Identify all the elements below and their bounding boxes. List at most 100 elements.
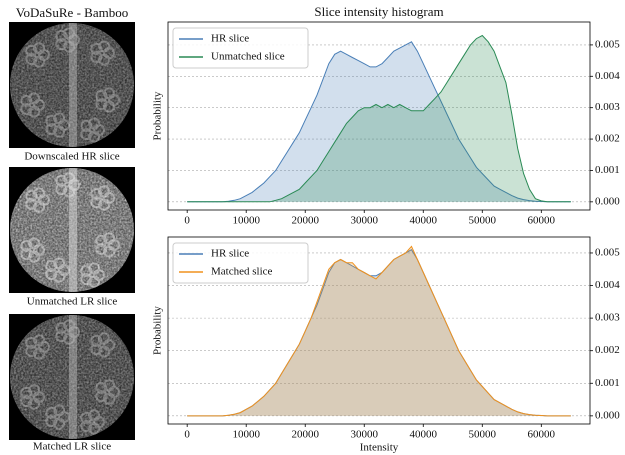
- image-texture: [20, 319, 120, 435]
- x-axis-label: Intensity: [360, 442, 399, 454]
- x-tick-label: 30000: [350, 215, 378, 227]
- texture-blob: [20, 239, 33, 252]
- texture-blob: [25, 345, 38, 358]
- texture-blob: [103, 245, 116, 258]
- texture-blob: [38, 194, 50, 206]
- line: [187, 41, 571, 203]
- texture-blob: [45, 415, 58, 428]
- y-tick-label: 0.005: [595, 246, 620, 258]
- y-tick-label: 0.004: [595, 70, 620, 82]
- y-tick-label: 0.000: [595, 195, 620, 207]
- texture-blob: [45, 406, 58, 419]
- texture-blob: [55, 183, 68, 196]
- y-axis-label: Probability: [152, 306, 164, 355]
- texture-blob: [45, 259, 58, 272]
- area-fill: [187, 249, 571, 416]
- legend-label: Unmatched slice: [211, 51, 285, 63]
- x-tick-label: 0: [184, 429, 190, 441]
- legend-label: HR slice: [211, 248, 249, 260]
- texture-blob: [98, 332, 111, 345]
- image-caption: Matched LR slice: [33, 441, 111, 453]
- texture-blob: [33, 187, 46, 200]
- y-tick-label: 0.003: [595, 101, 620, 113]
- texture-blob: [88, 409, 101, 422]
- texture-blob: [80, 420, 93, 433]
- texture-blob: [45, 268, 58, 281]
- texture-blob: [103, 100, 116, 113]
- texture-blob: [28, 384, 41, 397]
- texture-blob: [63, 185, 76, 198]
- texture-blob: [80, 119, 93, 132]
- texture-blob: [90, 187, 103, 200]
- texture-blob: [53, 112, 66, 125]
- texture-blob: [63, 332, 76, 345]
- texture-blob: [55, 38, 68, 51]
- y-tick-label: 0.002: [595, 344, 620, 356]
- texture-blob: [28, 237, 41, 250]
- texture-blob: [45, 123, 58, 136]
- slice-image: [9, 22, 135, 148]
- texture-blob: [58, 264, 70, 276]
- texture-blob: [90, 42, 103, 55]
- texture-blob: [63, 172, 76, 185]
- texture-blob: [90, 196, 103, 209]
- texture-blob: [95, 89, 108, 102]
- x-tick-label: 20000: [291, 215, 319, 227]
- texture-blob: [33, 334, 46, 347]
- texture-blob: [90, 51, 103, 64]
- texture-blob: [33, 347, 46, 360]
- legend-box: [172, 27, 309, 69]
- x-tick-label: 30000: [350, 429, 378, 441]
- texture-blob: [108, 239, 120, 251]
- texture-blob: [20, 94, 33, 107]
- y-tick-label: 0.003: [595, 312, 620, 324]
- texture-blob: [108, 94, 120, 106]
- texture-blob: [63, 40, 76, 53]
- y-tick-label: 0.004: [595, 279, 620, 291]
- texture-blob: [53, 125, 66, 138]
- texture-blob: [68, 326, 80, 338]
- image-caption: Unmatched LR slice: [27, 296, 118, 308]
- texture-blob: [95, 234, 108, 247]
- texture-blob: [95, 98, 108, 111]
- chart-title: Slice intensity histogram: [314, 4, 443, 19]
- texture-blob: [95, 381, 108, 394]
- texture-blob: [63, 27, 76, 40]
- x-tick-label: 60000: [528, 429, 556, 441]
- texture-blob: [103, 87, 116, 100]
- texture-blob: [68, 34, 80, 46]
- texture-blob: [20, 103, 33, 116]
- slice-image: [9, 314, 135, 440]
- plot-frame: [167, 236, 591, 425]
- texture-blob: [80, 411, 93, 424]
- texture-blob: [88, 262, 101, 275]
- texture-blob: [25, 336, 38, 349]
- texture-blob: [33, 42, 46, 55]
- texture-blob: [33, 200, 46, 213]
- texture-blob: [90, 334, 103, 347]
- texture-blob: [53, 257, 66, 270]
- texture-blob: [103, 232, 116, 245]
- image-caption: Downscaled HR slice: [24, 151, 119, 163]
- texture-blob: [103, 192, 115, 204]
- x-tick-label: 10000: [232, 429, 260, 441]
- image-texture: [20, 27, 120, 143]
- texture-blob: [80, 264, 93, 277]
- legend-label: Matched slice: [211, 266, 273, 278]
- y-tick-label: 0.001: [595, 377, 620, 389]
- texture-blob: [20, 395, 33, 408]
- texture-blob: [45, 114, 58, 127]
- texture-blob: [53, 404, 66, 417]
- texture-blob: [28, 250, 41, 263]
- x-tick-label: 20000: [291, 429, 319, 441]
- legend-box: [172, 242, 309, 284]
- texture-blob: [98, 53, 111, 66]
- texture-blob: [103, 379, 116, 392]
- texture-blob: [98, 40, 111, 53]
- texture-blob: [25, 53, 38, 66]
- y-axis-label: Probability: [152, 91, 164, 140]
- texture-blob: [28, 105, 41, 118]
- texture-blob: [25, 198, 38, 211]
- texture-blob: [80, 128, 93, 141]
- texture-blob: [33, 244, 45, 256]
